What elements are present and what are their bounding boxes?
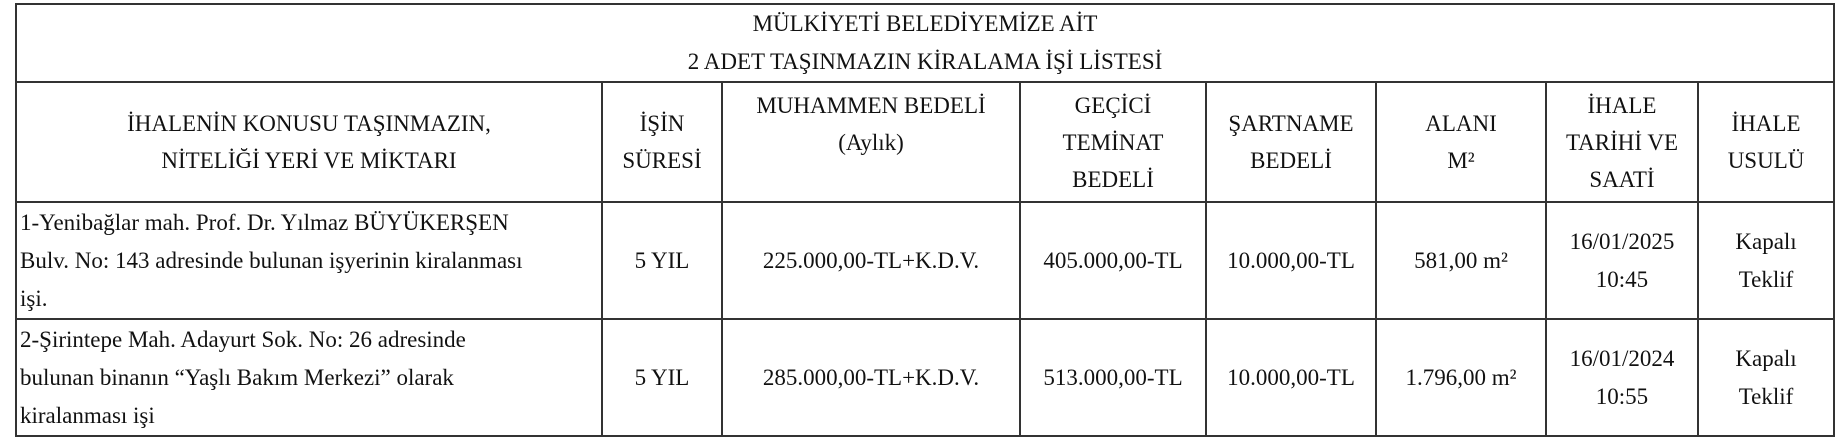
cell-subject: 2-Şirintepe Mah. Adayurt Sok. No: 26 adr… bbox=[15, 318, 603, 437]
text-line: M² bbox=[1447, 148, 1475, 173]
text-line: SAATİ bbox=[1589, 166, 1655, 192]
header-duration: İŞİN SÜRESİ bbox=[601, 81, 723, 203]
cell-date-time: 16/01/2025 10:45 bbox=[1545, 201, 1699, 320]
cell-area: 581,00 m² bbox=[1375, 201, 1547, 320]
text-line: 10:45 bbox=[1595, 266, 1649, 292]
text-line: bulunan binanın “Yaşlı Bakım Merkezi” ol… bbox=[20, 364, 454, 390]
text-line: ŞARTNAME bbox=[1228, 111, 1354, 136]
text-line: TEMİNAT bbox=[1062, 129, 1164, 155]
cell-estimated-price: 285.000,00-TL+K.D.V. bbox=[721, 318, 1021, 437]
header-area: ALANI M² bbox=[1375, 81, 1547, 203]
text-line: 16/01/2025 bbox=[1569, 228, 1675, 254]
text-line: (Aylık) bbox=[838, 130, 904, 155]
cell-duration: 5 YIL bbox=[601, 201, 723, 320]
header-method: İHALE USULÜ bbox=[1696, 81, 1836, 203]
cell-area: 1.796,00 m² bbox=[1375, 318, 1547, 437]
header-spec-fee: ŞARTNAME BEDELİ bbox=[1205, 81, 1377, 203]
title-line-1: MÜLKİYETİ BELEDİYEMİZE AİT bbox=[752, 11, 1098, 36]
text-line: işi. bbox=[20, 285, 48, 311]
text-line: 1-Yenibağlar mah. Prof. Dr. Yılmaz BÜYÜK… bbox=[20, 209, 509, 235]
text-line: 10:55 bbox=[1595, 383, 1649, 409]
text-line: İŞİN bbox=[639, 111, 685, 136]
cell-date-time: 16/01/2024 10:55 bbox=[1545, 318, 1699, 437]
header-subject: İHALENİN KONUSU TAŞINMAZIN, NİTELİĞİ YERİ… bbox=[15, 81, 603, 203]
text-line: ALANI bbox=[1425, 111, 1497, 136]
header-row: İHALENİN KONUSU TAŞINMAZIN, NİTELİĞİ YERİ… bbox=[15, 81, 1836, 203]
text-line: BEDELİ bbox=[1072, 166, 1154, 192]
cell-deposit: 405.000,00-TL bbox=[1019, 201, 1207, 320]
cell-spec-fee: 10.000,00-TL bbox=[1205, 318, 1377, 437]
cell-estimated-price: 225.000,00-TL+K.D.V. bbox=[721, 201, 1021, 320]
text-line: 16/01/2024 bbox=[1569, 345, 1675, 371]
text-line: İHALE bbox=[1731, 111, 1801, 136]
header-date-time: İHALE TARİHİ VE SAATİ bbox=[1545, 81, 1699, 203]
text-line: BEDELİ bbox=[1250, 148, 1332, 173]
text-line: 2-Şirintepe Mah. Adayurt Sok. No: 26 adr… bbox=[20, 326, 466, 352]
text-line: SÜRESİ bbox=[622, 148, 702, 173]
table-title: MÜLKİYETİ BELEDİYEMİZE AİT 2 ADET TAŞINM… bbox=[14, 3, 1836, 83]
cell-spec-fee: 10.000,00-TL bbox=[1205, 201, 1377, 320]
text-line: NİTELİĞİ YERİ VE MİKTARI bbox=[161, 148, 457, 173]
text-line: Teklif bbox=[1738, 383, 1794, 409]
text-line: MUHAMMEN BEDELİ bbox=[756, 93, 986, 118]
cell-duration: 5 YIL bbox=[601, 318, 723, 437]
text-line: Bulv. No: 143 adresinde bulunan işyerini… bbox=[20, 247, 523, 273]
title-line-2: 2 ADET TAŞINMAZIN KİRALAMA İŞİ LİSTESİ bbox=[687, 49, 1163, 74]
tender-list-table: MÜLKİYETİ BELEDİYEMİZE AİT 2 ADET TAŞINM… bbox=[14, 3, 1836, 437]
cell-method: Kapalı Teklif bbox=[1696, 318, 1836, 437]
header-estimated-price: MUHAMMEN BEDELİ (Aylık) bbox=[721, 81, 1021, 203]
header-deposit: GEÇİCİ TEMİNAT BEDELİ bbox=[1019, 81, 1207, 203]
table-title-row: MÜLKİYETİ BELEDİYEMİZE AİT 2 ADET TAŞINM… bbox=[14, 3, 1836, 83]
text-line: Teklif bbox=[1738, 266, 1794, 292]
text-line: Kapalı bbox=[1735, 345, 1797, 371]
cell-deposit: 513.000,00-TL bbox=[1019, 318, 1207, 437]
text-line: İHALENİN KONUSU TAŞINMAZIN, bbox=[127, 111, 491, 136]
cell-method: Kapalı Teklif bbox=[1696, 201, 1836, 320]
table-row: 2-Şirintepe Mah. Adayurt Sok. No: 26 adr… bbox=[15, 318, 1836, 437]
text-line: Kapalı bbox=[1735, 228, 1797, 254]
cell-subject: 1-Yenibağlar mah. Prof. Dr. Yılmaz BÜYÜK… bbox=[15, 201, 603, 320]
table-row: 1-Yenibağlar mah. Prof. Dr. Yılmaz BÜYÜK… bbox=[15, 201, 1836, 320]
text-line: GEÇİCİ bbox=[1074, 92, 1152, 118]
text-line: kiralanması işi bbox=[20, 402, 155, 428]
text-line: USULÜ bbox=[1727, 148, 1805, 173]
text-line: TARİHİ VE bbox=[1565, 129, 1679, 155]
text-line: İHALE bbox=[1587, 92, 1657, 118]
